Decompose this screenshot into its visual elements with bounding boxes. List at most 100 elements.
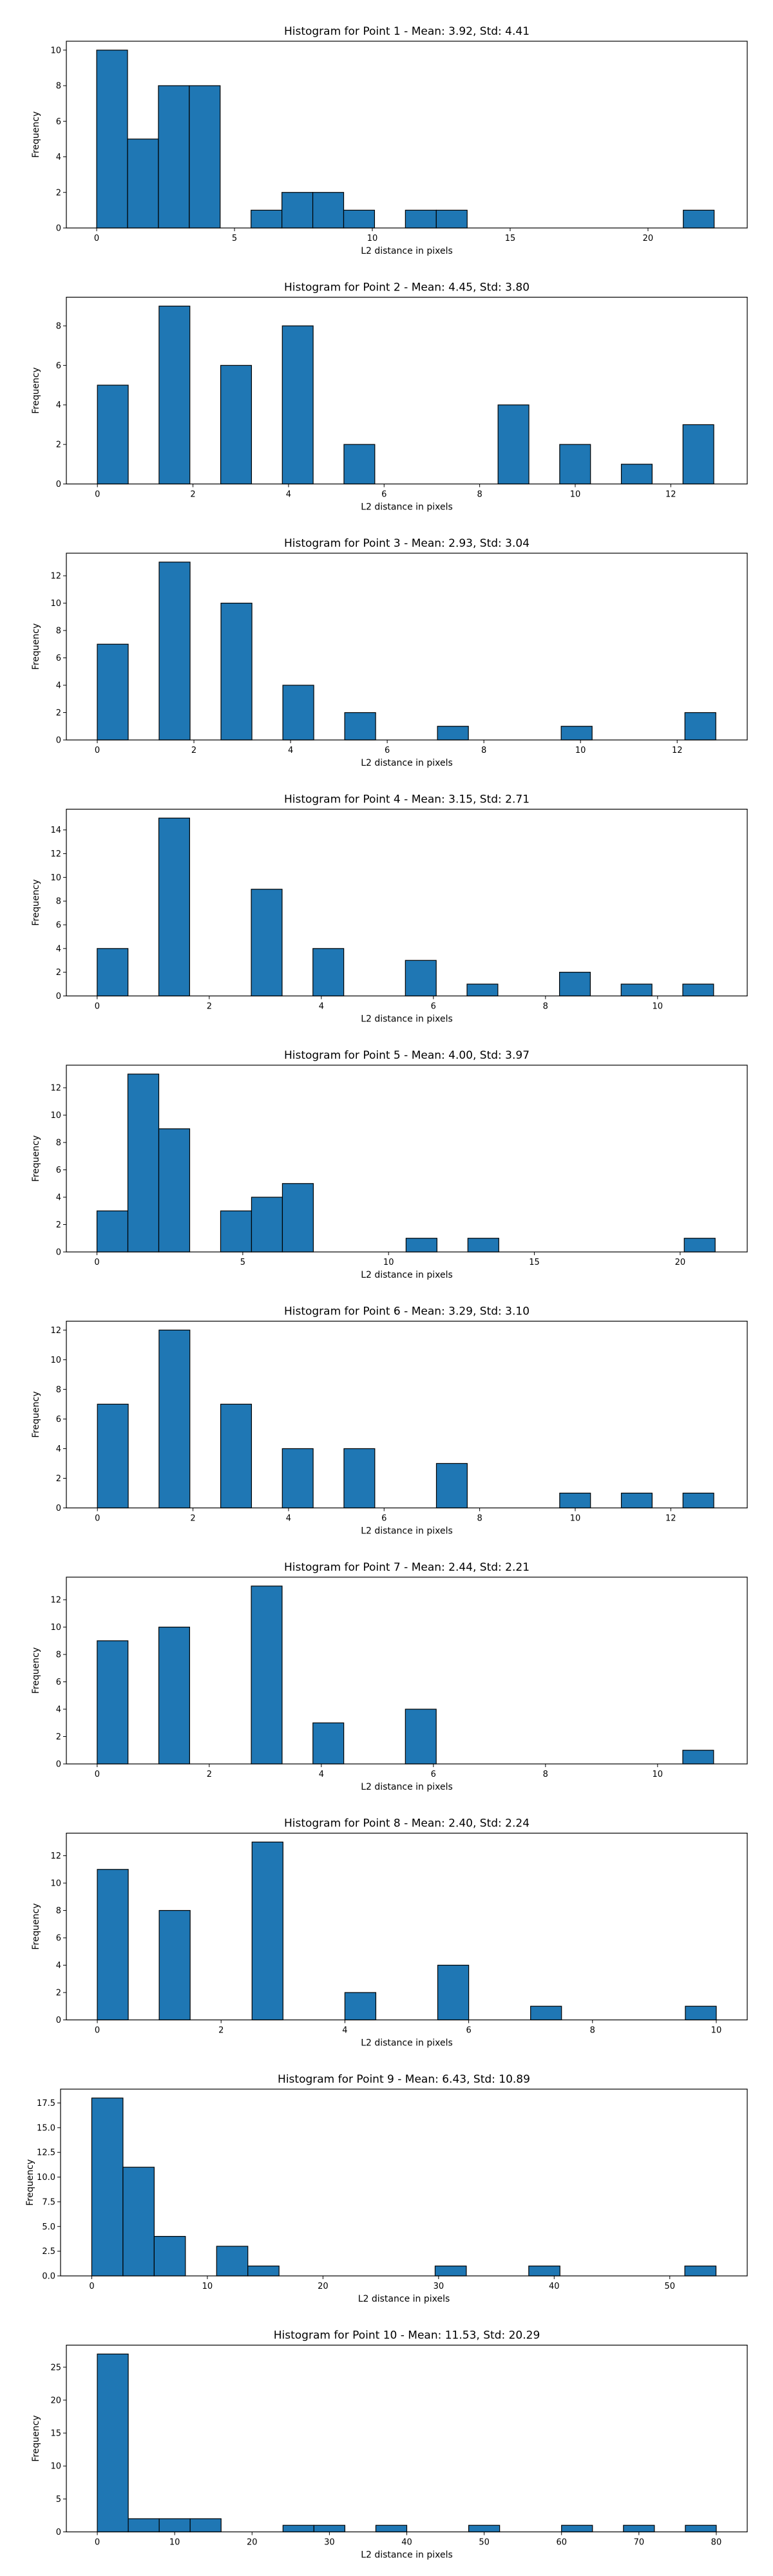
x-tick-label: 80 <box>711 2538 722 2548</box>
y-tick-label: 8 <box>56 321 61 331</box>
x-tick-label: 8 <box>477 1514 482 1524</box>
y-tick-label: 4 <box>56 944 61 954</box>
x-tick-label: 12 <box>665 1514 676 1524</box>
y-tick-label: 20 <box>50 2396 61 2405</box>
histogram-bar <box>282 1448 314 1509</box>
histogram-bar <box>405 209 437 229</box>
y-tick-label: 6 <box>56 654 61 663</box>
histogram-bar <box>282 685 314 741</box>
histogram-bar <box>561 2524 593 2533</box>
histogram-bar <box>620 464 653 485</box>
histogram-bar <box>251 209 283 229</box>
x-tick-label: 5 <box>240 1258 245 1267</box>
y-tick-label: 12 <box>50 1326 61 1336</box>
histogram-bar <box>620 983 653 997</box>
histogram-bar <box>216 2246 249 2277</box>
histogram-bar <box>158 1329 191 1509</box>
histogram-bar <box>97 1869 129 2021</box>
x-tick-label: 10 <box>202 2282 213 2291</box>
histogram-bar <box>682 424 714 485</box>
x-tick-label: 8 <box>477 490 482 500</box>
histogram-bar <box>247 2266 280 2277</box>
y-axis-label: Frequency <box>31 1647 41 1694</box>
y-tick-label: 10 <box>50 1879 61 1889</box>
x-tick-label: 2 <box>207 1002 212 1012</box>
chart-panel-5: Histogram for Point 5 - Mean: 4.00, Std:… <box>31 1049 748 1280</box>
y-tick-label: 8 <box>56 1906 61 1916</box>
x-tick-label: 0 <box>95 1514 100 1524</box>
histogram-bar <box>158 1626 190 1765</box>
y-axis-label: Frequency <box>31 623 41 670</box>
x-tick-label: 10 <box>575 746 586 755</box>
y-tick-label: 4 <box>56 1193 61 1203</box>
y-tick-label: 12 <box>50 1596 61 1605</box>
x-tick-label: 8 <box>543 1770 548 1779</box>
y-tick-label: 10 <box>50 46 61 55</box>
histogram-bar <box>466 983 499 997</box>
histogram-bar <box>467 1238 499 1253</box>
histogram-bar <box>685 2524 717 2533</box>
x-tick-label: 6 <box>466 2026 471 2036</box>
x-axis-label: L2 distance in pixels <box>361 758 453 768</box>
y-tick-label: 5.0 <box>42 2222 55 2232</box>
y-tick-label: 12.5 <box>37 2148 55 2158</box>
chart-title: Histogram for Point 9 - Mean: 6.43, Std:… <box>278 2073 530 2086</box>
chart-title: Histogram for Point 2 - Mean: 4.45, Std:… <box>284 281 530 294</box>
y-tick-label: 10 <box>50 873 61 883</box>
histogram-bar <box>683 209 715 229</box>
chart-panel-8: Histogram for Point 8 - Mean: 2.40, Std:… <box>31 1817 748 2049</box>
y-tick-label: 10 <box>50 2462 61 2472</box>
y-axis-label: Frequency <box>31 2415 41 2461</box>
y-tick-label: 12 <box>50 572 61 582</box>
histogram-bar <box>312 1722 345 1765</box>
x-axis-label: L2 distance in pixels <box>361 1782 453 1792</box>
y-tick-label: 7.5 <box>42 2197 55 2207</box>
y-tick-label: 6 <box>56 921 61 931</box>
histogram-bar <box>97 643 129 741</box>
histogram-bar <box>623 2524 655 2533</box>
y-tick-label: 6 <box>56 1934 61 1944</box>
x-tick-label: 0 <box>95 746 100 755</box>
plot-frame <box>66 1832 748 2021</box>
x-tick-label: 2 <box>191 746 196 755</box>
x-tick-label: 0 <box>95 2538 100 2548</box>
y-tick-label: 0 <box>56 992 61 1001</box>
y-tick-label: 2 <box>56 1220 61 1230</box>
histogram-bar <box>682 1750 714 1765</box>
histogram-bar <box>559 444 591 485</box>
x-tick-label: 20 <box>318 2282 329 2291</box>
histogram-bar <box>560 726 593 741</box>
histogram-bar <box>282 325 314 485</box>
y-axis-label: Frequency <box>31 1391 41 1437</box>
histogram-bar <box>97 384 129 485</box>
x-tick-label: 50 <box>479 2538 490 2548</box>
histogram-bar <box>91 2098 124 2277</box>
histogram-bar <box>344 712 376 741</box>
chart-title: Histogram for Point 3 - Mean: 2.93, Std:… <box>284 537 530 550</box>
x-tick-label: 10 <box>570 1514 581 1524</box>
histogram-bar <box>153 2236 186 2277</box>
y-tick-label: 10 <box>50 1623 61 1633</box>
x-tick-label: 50 <box>664 2282 675 2291</box>
x-tick-label: 20 <box>643 234 654 243</box>
chart-panel-7: Histogram for Point 7 - Mean: 2.44, Std:… <box>31 1561 748 1792</box>
histogram-bar <box>220 1403 253 1509</box>
histogram-bar <box>282 2524 314 2533</box>
histogram-bar <box>97 1403 129 1509</box>
histogram-bar <box>343 1448 376 1509</box>
x-tick-label: 8 <box>543 1002 548 1012</box>
x-tick-label: 6 <box>381 1514 386 1524</box>
y-tick-label: 8 <box>56 82 61 91</box>
x-tick-label: 8 <box>481 746 486 755</box>
x-tick-label: 2 <box>190 490 195 500</box>
histogram-bar <box>158 562 191 741</box>
histogram-bar <box>189 85 221 229</box>
y-axis-label: Frequency <box>31 111 41 158</box>
y-tick-label: 6 <box>56 1678 61 1687</box>
histogram-bar <box>684 2266 717 2277</box>
histogram-bar <box>158 1128 191 1253</box>
histogram-bar <box>97 2353 129 2533</box>
x-tick-label: 4 <box>319 1002 324 1012</box>
x-tick-label: 0 <box>95 1002 100 1012</box>
histogram-bar <box>683 1238 716 1253</box>
